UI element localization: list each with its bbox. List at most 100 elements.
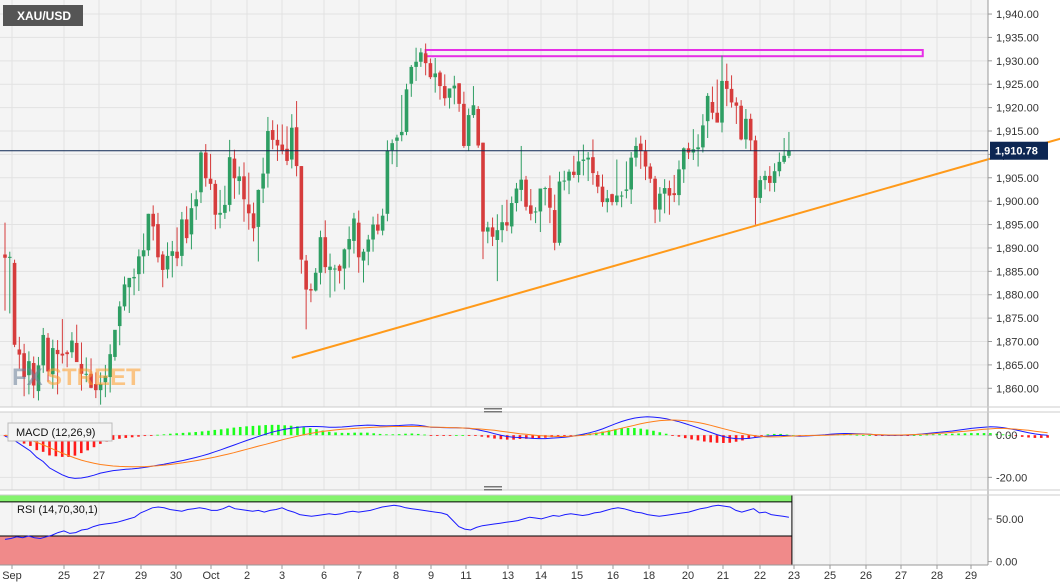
candle-body bbox=[218, 212, 222, 215]
candle-body bbox=[739, 105, 743, 140]
macd-histogram-bar bbox=[1027, 435, 1030, 438]
macd-histogram-bar bbox=[308, 428, 312, 436]
y-tick-label: 1,865.00 bbox=[996, 360, 1039, 372]
candle-body bbox=[423, 53, 428, 64]
candle-body bbox=[31, 363, 36, 386]
macd-histogram-bar bbox=[397, 434, 401, 436]
candle-body bbox=[175, 251, 179, 259]
candle-body bbox=[428, 63, 433, 78]
macd-histogram-bar bbox=[925, 434, 929, 436]
x-tick-label: 2 bbox=[244, 570, 250, 582]
macd-histogram-bar bbox=[779, 433, 782, 436]
candle-body bbox=[270, 130, 275, 140]
candle-body bbox=[748, 118, 753, 141]
macd-histogram-bar bbox=[912, 435, 916, 436]
macd-histogram-bar bbox=[372, 433, 376, 436]
x-tick-label: 7 bbox=[356, 570, 362, 582]
candle-body bbox=[419, 52, 423, 62]
candle-body bbox=[595, 174, 600, 187]
macd-histogram-bar bbox=[970, 433, 973, 436]
macd-histogram-bar bbox=[149, 435, 153, 436]
macd-histogram-bar bbox=[156, 434, 159, 436]
candle-body bbox=[65, 352, 69, 355]
macd-histogram-bar bbox=[302, 427, 306, 436]
x-tick-label: 30 bbox=[170, 570, 182, 582]
x-tick-label: 20 bbox=[682, 570, 694, 582]
macd-plot-bg bbox=[0, 412, 988, 490]
candle-body bbox=[720, 80, 724, 123]
rsi-label[interactable]: RSI (14,70,30,1) bbox=[17, 504, 98, 516]
candle-body bbox=[261, 173, 265, 189]
macd-histogram-bar bbox=[906, 435, 910, 436]
macd-histogram-bar bbox=[950, 433, 954, 436]
panel-resize-handle[interactable] bbox=[484, 408, 502, 413]
candle-body bbox=[681, 148, 686, 170]
candle-body bbox=[581, 159, 586, 161]
macd-histogram-bar bbox=[73, 435, 77, 456]
macd-histogram-bar bbox=[944, 433, 948, 436]
macd-histogram-bar bbox=[429, 435, 433, 436]
candle-body bbox=[705, 95, 710, 122]
rsi-y-tick-label: 50.00 bbox=[996, 514, 1024, 526]
macd-label[interactable]: MACD (12,26,9) bbox=[7, 422, 113, 442]
candle-body bbox=[27, 361, 31, 376]
candle-body bbox=[385, 150, 390, 214]
macd-histogram-bar bbox=[614, 429, 617, 436]
y-tick-label: 1,870.00 bbox=[996, 337, 1039, 349]
candle-body bbox=[371, 224, 375, 240]
candle-body bbox=[208, 178, 213, 184]
support-trendline[interactable] bbox=[291, 136, 1060, 359]
macd-histogram-bar bbox=[709, 435, 712, 443]
candle-body bbox=[285, 148, 289, 161]
macd-histogram-bar bbox=[728, 435, 732, 443]
candle-body bbox=[543, 188, 547, 190]
macd-y-tick-label: 0.00 bbox=[996, 430, 1017, 442]
macd-histogram-bar bbox=[664, 433, 668, 436]
candle-body bbox=[113, 329, 117, 357]
candle-body bbox=[366, 239, 371, 252]
candle-body bbox=[7, 256, 12, 258]
macd-histogram-bar bbox=[582, 434, 585, 436]
candle-body bbox=[361, 251, 366, 261]
candle-body bbox=[782, 155, 786, 162]
macd-histogram-bar bbox=[505, 435, 509, 440]
candle-body bbox=[677, 169, 681, 196]
candle-body bbox=[653, 178, 657, 210]
candle-body bbox=[538, 188, 543, 212]
candle-body bbox=[768, 175, 772, 183]
rsi-title: RSI (14,70,30,1) bbox=[17, 504, 98, 516]
candle-body bbox=[256, 189, 261, 227]
macd-histogram-bar bbox=[416, 433, 420, 436]
candle-body bbox=[227, 157, 232, 205]
macd-histogram-bar bbox=[79, 435, 83, 454]
macd-histogram-bar bbox=[60, 435, 64, 457]
candle-body bbox=[572, 171, 576, 175]
symbol-tag[interactable]: XAU/USD bbox=[3, 5, 83, 26]
candle-body bbox=[141, 250, 146, 257]
candle-body bbox=[36, 365, 41, 392]
x-tick-label: 3 bbox=[279, 570, 285, 582]
candle-body bbox=[658, 193, 662, 210]
candle-body bbox=[376, 224, 380, 231]
macd-histogram-bar bbox=[168, 433, 172, 436]
rsi-y-tick-label: 0.00 bbox=[996, 557, 1017, 569]
macd-histogram-bar bbox=[1039, 435, 1043, 438]
macd-histogram-bar bbox=[639, 428, 643, 436]
macd-histogram-bar bbox=[677, 435, 681, 437]
last-price-tag bbox=[990, 141, 1048, 160]
y-tick-label: 1,935.00 bbox=[996, 32, 1039, 44]
macd-histogram-bar bbox=[137, 435, 140, 437]
macd-histogram-bar bbox=[1033, 435, 1037, 438]
panel-resize-handle[interactable] bbox=[484, 486, 502, 491]
macd-histogram-bar bbox=[353, 432, 356, 436]
macd-histogram-bar bbox=[130, 435, 134, 438]
macd-signal-line bbox=[4, 419, 1048, 468]
candle-body bbox=[772, 171, 777, 183]
macd-histogram-bar bbox=[461, 435, 465, 436]
macd-histogram-bar bbox=[1046, 435, 1049, 438]
candle-body bbox=[290, 127, 294, 160]
candle-body bbox=[438, 72, 442, 87]
candle-body bbox=[466, 115, 471, 146]
candle-body bbox=[98, 384, 103, 391]
candle-body bbox=[380, 215, 385, 231]
